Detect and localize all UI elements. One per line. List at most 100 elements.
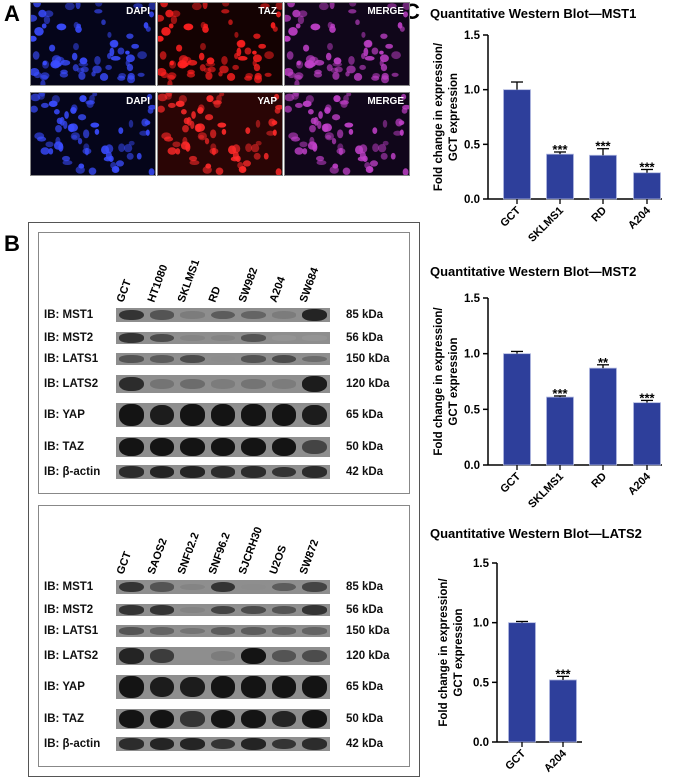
cell-nucleus: [372, 143, 380, 152]
cell-nucleus: [159, 51, 167, 60]
blot-band: [241, 310, 266, 320]
blot-band: [241, 404, 266, 426]
cell-nucleus: [169, 60, 174, 66]
cell-nucleus: [252, 50, 257, 55]
cell-nucleus: [245, 143, 253, 152]
blot-strip: [116, 675, 330, 699]
cell-nucleus: [77, 114, 87, 121]
cell-nucleus: [79, 95, 87, 103]
blot-band: [271, 466, 296, 478]
blot-band: [119, 333, 144, 343]
blot-band: [149, 649, 174, 663]
cell-nucleus: [55, 136, 61, 145]
y-tick-label: 1.5: [473, 558, 490, 570]
cell-nucleus: [55, 124, 62, 133]
cell-nucleus: [183, 23, 194, 31]
blot-band: [271, 676, 296, 698]
blot-band: [119, 355, 144, 363]
cell-nucleus: [94, 128, 100, 135]
blot-kda-label: 120 kDa: [346, 650, 390, 662]
cell-nucleus: [94, 56, 101, 65]
cell-nucleus: [83, 129, 90, 139]
cell-nucleus: [31, 93, 41, 102]
blot-band: [210, 581, 235, 593]
cell-nucleus: [232, 64, 239, 70]
cell-nucleus: [148, 3, 155, 11]
blot-band: [210, 738, 235, 750]
cell-nucleus: [110, 56, 121, 61]
cell-nucleus: [211, 147, 216, 156]
cell-nucleus: [78, 163, 85, 169]
cell-nucleus: [310, 23, 321, 31]
cell-nucleus: [332, 163, 339, 169]
cell-nucleus: [305, 95, 314, 104]
cell-nucleus: [318, 111, 323, 119]
cell-nucleus: [205, 163, 212, 169]
cell-nucleus: [125, 50, 130, 55]
micrograph-merge: MERGE: [284, 2, 410, 86]
cell-nucleus: [254, 72, 262, 80]
cell-nucleus: [149, 11, 155, 18]
cell-nucleus: [321, 124, 328, 132]
blot-kda-label: 150 kDa: [346, 625, 390, 637]
cell-nucleus: [221, 9, 230, 14]
cell-nucleus: [189, 160, 200, 166]
bar-rd: [589, 154, 617, 200]
cell-nucleus: [307, 109, 314, 115]
blot-band: [271, 627, 296, 635]
cell-nucleus: [40, 79, 46, 85]
blot-band: [119, 376, 144, 392]
cell-nucleus: [402, 168, 409, 175]
cell-nucleus: [50, 60, 61, 69]
cell-nucleus: [346, 65, 356, 74]
blot-antibody-label: IB: LATS1: [44, 353, 99, 365]
significance-marker: ***: [639, 390, 655, 405]
cell-nucleus: [276, 11, 282, 18]
blot-strip: [116, 375, 330, 393]
cell-nucleus: [325, 134, 332, 139]
micrograph-yap: YAP: [157, 92, 283, 176]
blot-band: [180, 676, 205, 698]
blot-strip: [116, 737, 330, 751]
cell-nucleus: [77, 138, 83, 145]
cell-nucleus: [302, 100, 312, 107]
cell-nucleus: [264, 51, 274, 60]
blot-band: [149, 404, 174, 426]
cell-nucleus: [33, 3, 41, 8]
blot-band: [180, 311, 205, 319]
blot-band: [149, 582, 174, 592]
cell-nucleus: [403, 11, 409, 18]
cell-nucleus: [158, 68, 167, 77]
cell-nucleus: [346, 93, 352, 97]
cell-nucleus: [37, 136, 47, 142]
cell-nucleus: [270, 22, 276, 29]
cell-nucleus: [92, 65, 102, 74]
significance-marker: ***: [595, 139, 611, 154]
blot-band: [149, 627, 174, 635]
blot-antibody-label: IB: LATS2: [44, 378, 99, 390]
blot-band: [302, 581, 327, 593]
cell-nucleus: [41, 23, 47, 29]
cell-nucleus: [32, 51, 40, 60]
blot-band: [271, 354, 296, 364]
cell-nucleus: [316, 160, 327, 166]
cell-nucleus: [128, 119, 134, 128]
chart-title: Quantitative Western Blot—MST2: [430, 264, 636, 279]
cell-nucleus: [94, 9, 103, 14]
cell-nucleus: [131, 43, 139, 49]
cell-nucleus: [313, 72, 323, 78]
cell-nucleus: [34, 26, 44, 36]
cell-nucleus: [176, 44, 183, 52]
blot-band: [302, 710, 327, 728]
cell-nucleus: [127, 72, 135, 80]
blot-band: [149, 310, 174, 320]
cell-nucleus: [177, 60, 188, 69]
blot-band: [241, 710, 266, 728]
cell-nucleus: [274, 93, 280, 100]
cell-nucleus: [244, 75, 253, 81]
blot-band: [119, 738, 144, 750]
cell-nucleus: [382, 119, 388, 128]
cell-nucleus: [101, 19, 106, 26]
